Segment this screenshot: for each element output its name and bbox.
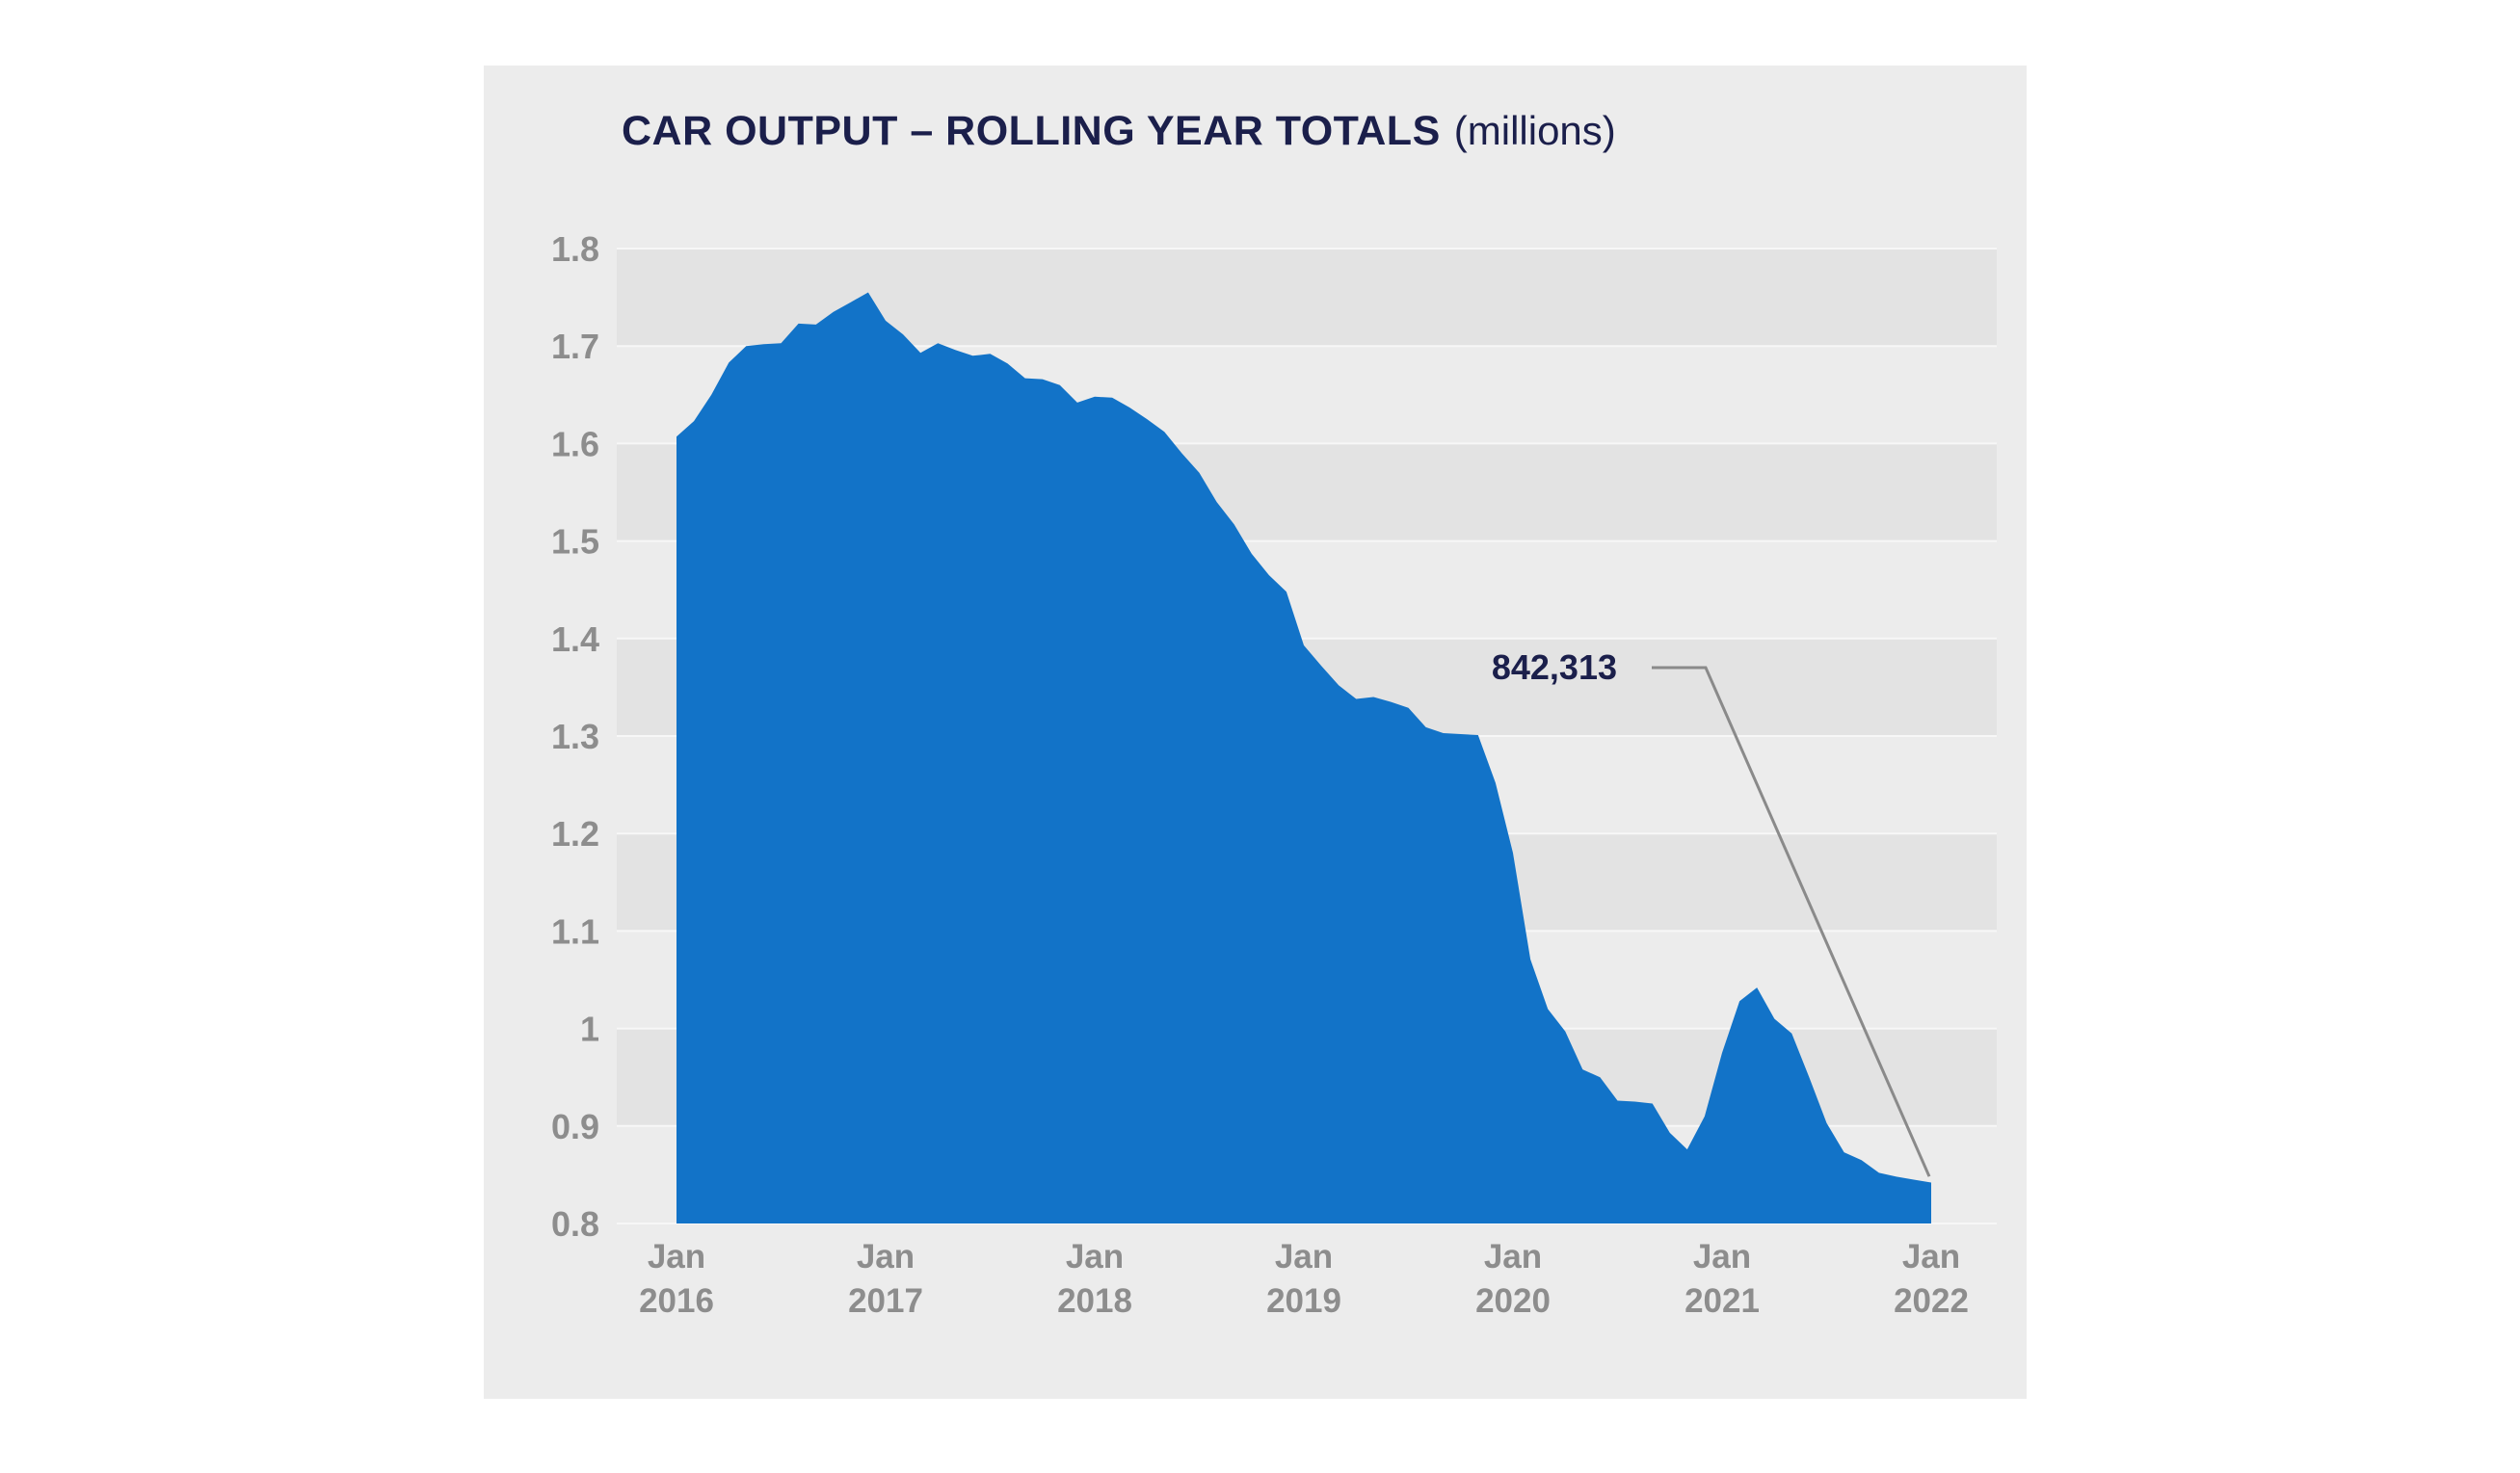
y-tick-label: 0.8 bbox=[551, 1204, 599, 1244]
y-tick-label: 1.3 bbox=[551, 717, 599, 756]
x-tick-label: 2020 bbox=[1475, 1282, 1551, 1320]
chart-title-main: CAR OUTPUT – ROLLING YEAR TOTALS bbox=[622, 108, 1441, 154]
annotation-leader-line bbox=[1652, 666, 1931, 1177]
annotation-label: 842,313 bbox=[1492, 647, 1617, 687]
y-tick-label: 1.8 bbox=[551, 229, 599, 269]
x-tick-label: 2018 bbox=[1057, 1282, 1132, 1320]
y-tick-label: 1.5 bbox=[551, 522, 599, 562]
y-tick-label: 1.4 bbox=[551, 619, 599, 659]
x-tick-label: 2019 bbox=[1266, 1282, 1341, 1320]
x-tick-label: 2016 bbox=[639, 1282, 714, 1320]
x-tick-label: Jan bbox=[1275, 1238, 1333, 1276]
x-tick-label: 2021 bbox=[1684, 1282, 1760, 1320]
y-axis: 0.8 0.9 1 1.1 1.2 1.3 1.4 1.5 1.6 1.7 1.8 bbox=[551, 229, 599, 1244]
y-tick-label: 1 bbox=[580, 1010, 599, 1049]
area-fill bbox=[676, 292, 1931, 1223]
y-tick-label: 0.9 bbox=[551, 1107, 599, 1146]
x-tick-label: Jan bbox=[648, 1238, 705, 1276]
chart-title-unit: (millions) bbox=[1454, 108, 1616, 153]
x-tick-label: Jan bbox=[1484, 1238, 1542, 1276]
x-tick-label: Jan bbox=[1066, 1238, 1124, 1276]
y-tick-label: 1.6 bbox=[551, 424, 599, 463]
y-tick-label: 1.2 bbox=[551, 814, 599, 854]
x-tick-label: Jan bbox=[1902, 1238, 1960, 1276]
area-series bbox=[676, 292, 1931, 1223]
x-tick-label: Jan bbox=[857, 1238, 915, 1276]
chart: CAR OUTPUT – ROLLING YEAR TOTALS (million… bbox=[551, 108, 1997, 1320]
x-tick-label: 2022 bbox=[1894, 1282, 1969, 1320]
x-tick-label: Jan bbox=[1693, 1238, 1751, 1276]
x-tick-label: 2017 bbox=[848, 1282, 923, 1320]
chart-panel: CAR OUTPUT – ROLLING YEAR TOTALS (million… bbox=[484, 66, 2027, 1399]
x-axis: Jan 2016 Jan 2017 Jan 2018 Jan 2019 Jan 2020 Jan 20… bbox=[639, 1238, 1969, 1320]
chart-title: CAR OUTPUT – ROLLING YEAR TOTALS (million… bbox=[622, 108, 1616, 154]
annotation: 842,313 bbox=[1492, 647, 1931, 1177]
y-tick-label: 1.7 bbox=[551, 327, 599, 366]
y-tick-label: 1.1 bbox=[551, 911, 599, 951]
